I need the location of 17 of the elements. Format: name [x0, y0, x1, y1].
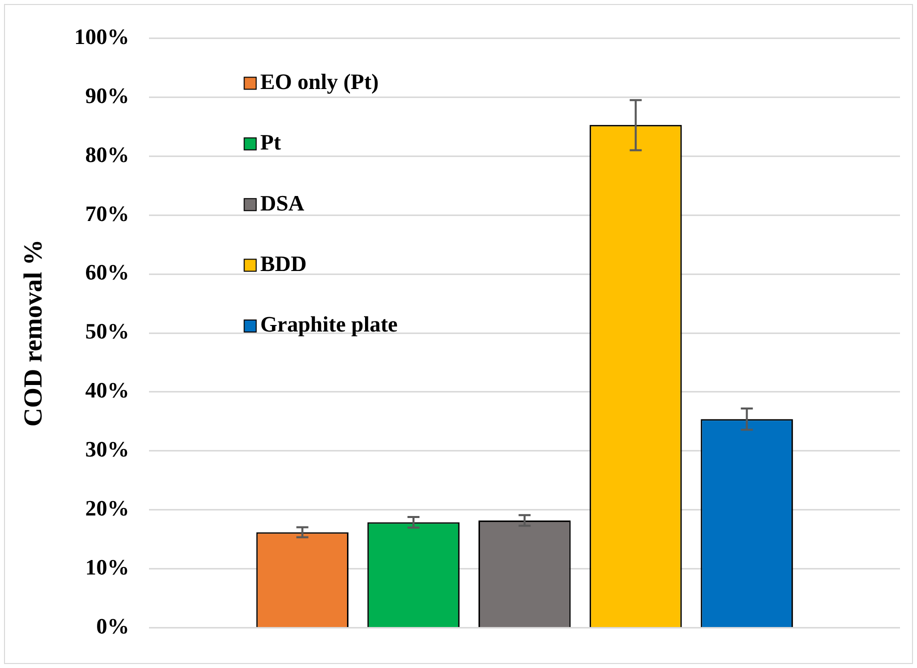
legend-label: EO only (Pt)	[260, 68, 379, 94]
y-tick-label: 0%	[96, 613, 130, 638]
y-tick-label: 30%	[85, 436, 130, 462]
y-tick-label: 70%	[85, 200, 130, 226]
y-axis-title: COD removal %	[18, 239, 48, 427]
legend-label: BDD	[260, 250, 307, 276]
y-tick-label: 40%	[85, 378, 130, 403]
y-tick-label: 100%	[74, 24, 130, 49]
y-tick-label: 60%	[85, 260, 130, 285]
legend-label: DSA	[260, 190, 304, 216]
y-tick-label: 10%	[85, 554, 130, 580]
y-tick-label: 20%	[85, 496, 130, 521]
y-tick-label: 50%	[85, 318, 130, 344]
y-tick-label: 80%	[85, 142, 130, 167]
legend-label: Pt	[260, 130, 282, 155]
y-tick-label: 90%	[85, 82, 130, 108]
legend-label: Graphite plate	[260, 312, 398, 337]
